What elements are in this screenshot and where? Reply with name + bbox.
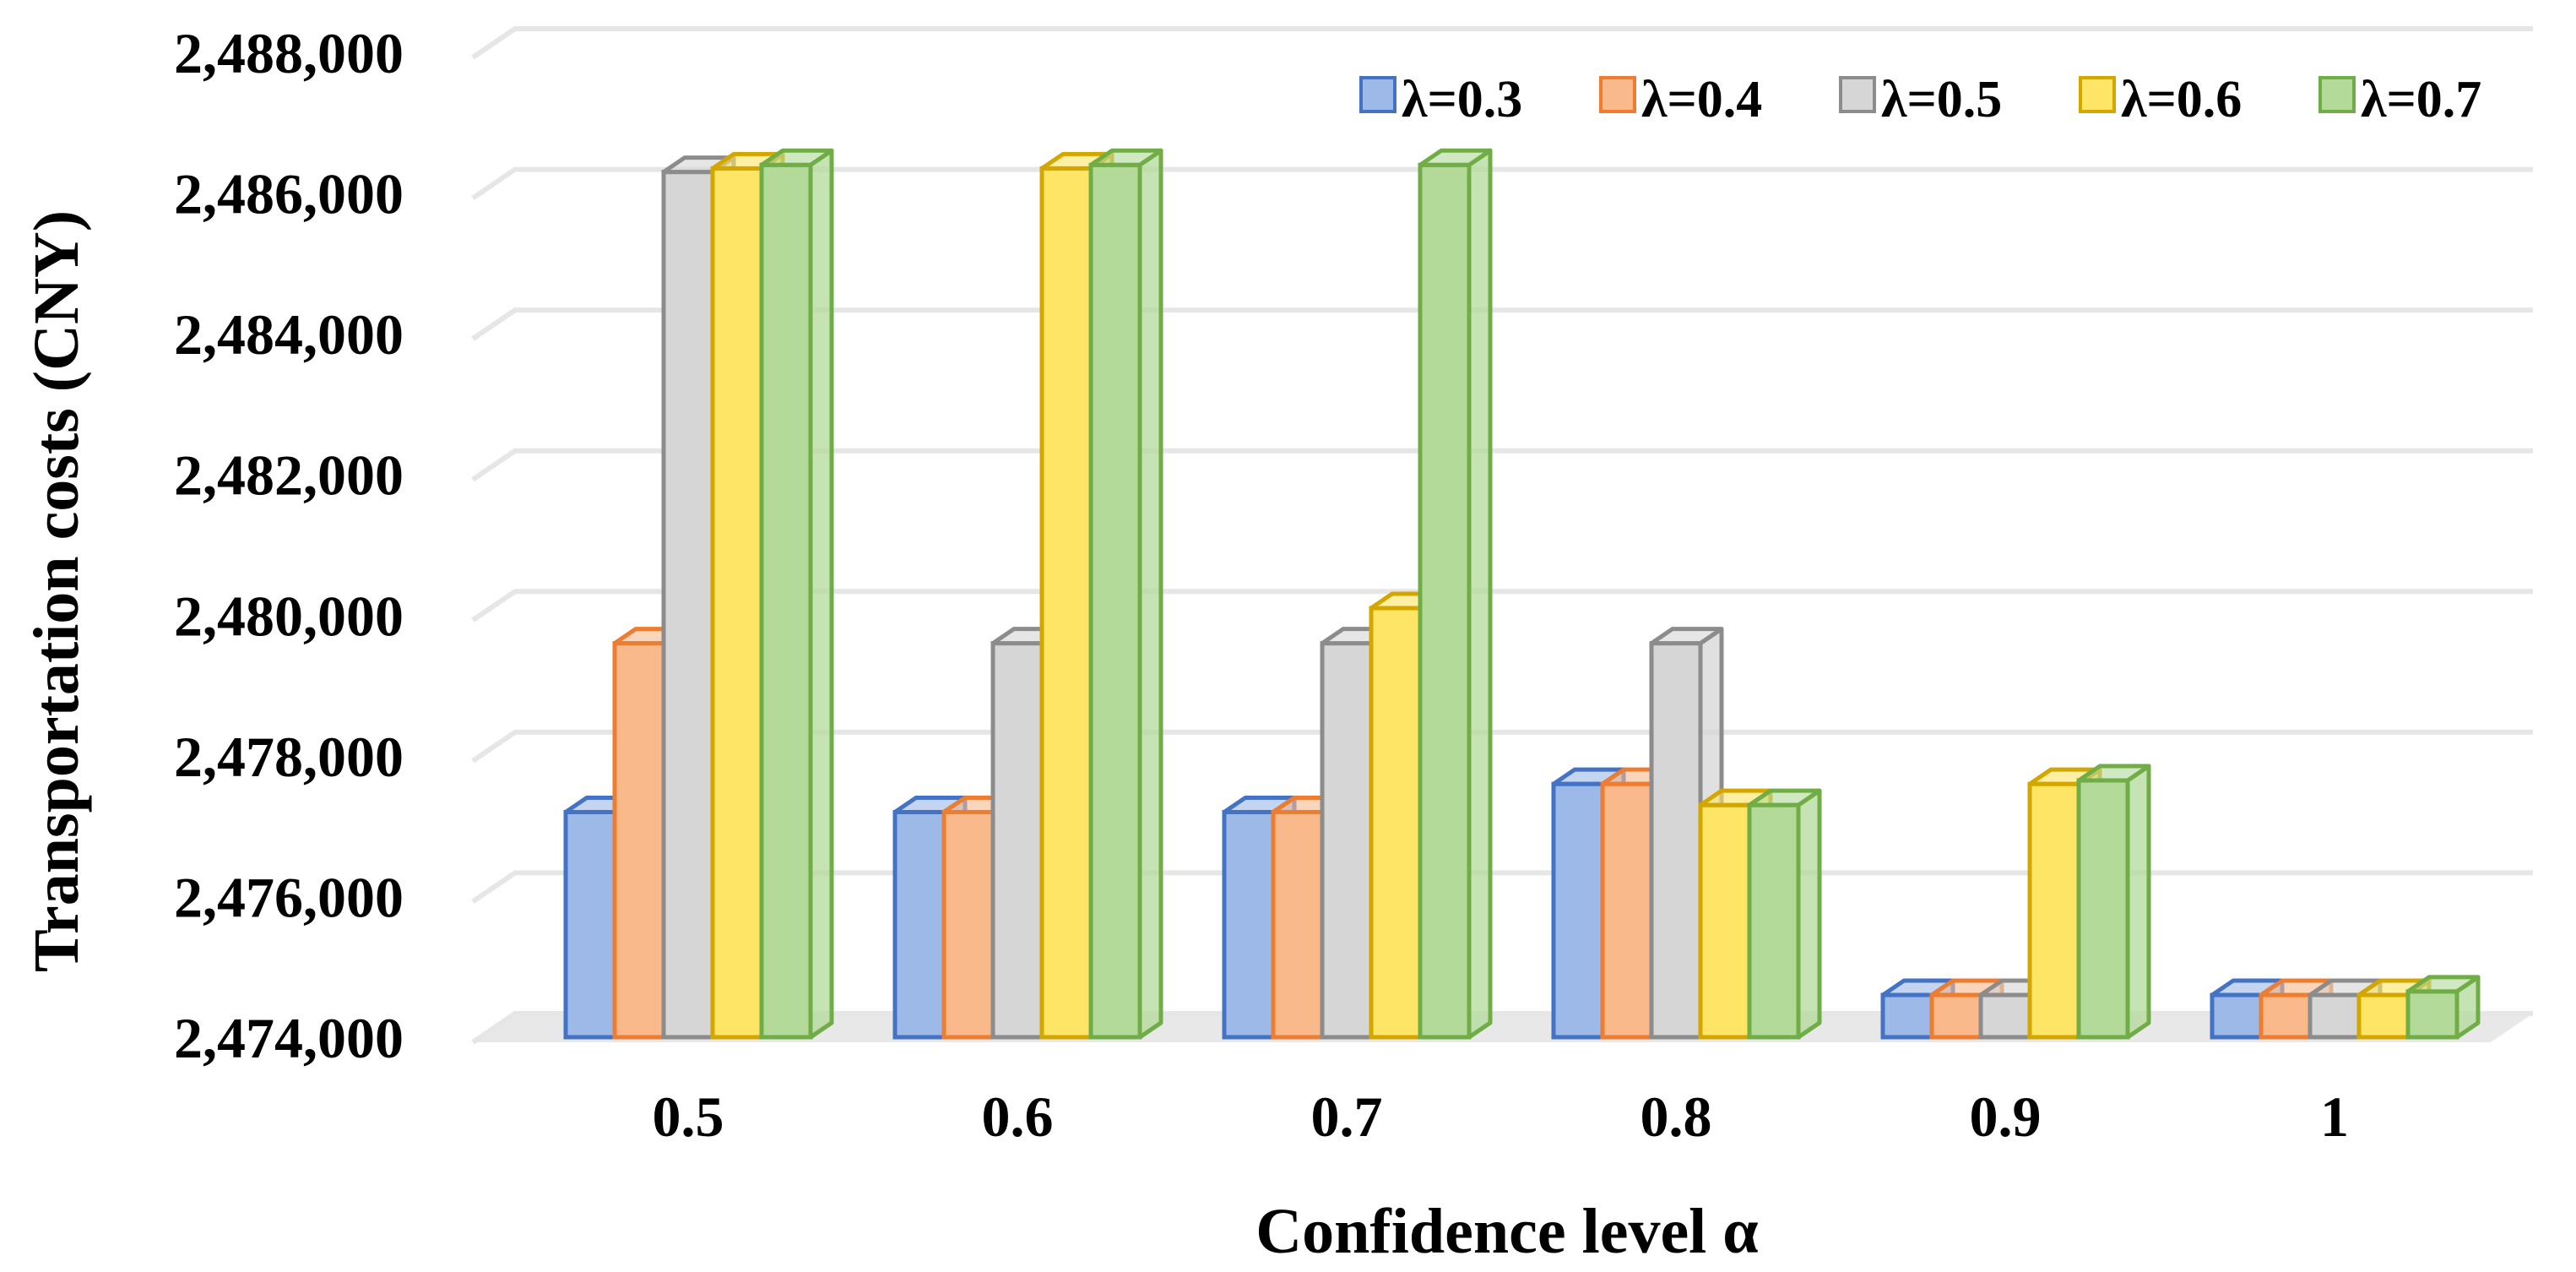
- y-tick-label: 2,486,000: [174, 162, 404, 226]
- y-tick-label: 2,484,000: [174, 302, 404, 367]
- bar: [1747, 788, 1822, 1040]
- x-tick-label: 0.7: [1311, 1084, 1383, 1149]
- x-axis-title: Confidence level α: [1255, 1196, 1758, 1267]
- x-tick-labels: 0.5 0.6 0.7 0.8 0.9 1: [653, 1084, 2350, 1149]
- x-tick-label: 0.5: [653, 1084, 724, 1149]
- legend-item: λ=0.6: [2079, 71, 2242, 128]
- legend-item: λ=0.3: [1359, 71, 1522, 128]
- bar: [1088, 148, 1163, 1040]
- legend-label: λ=0.4: [1641, 71, 1762, 128]
- legend-item: λ=0.4: [1599, 71, 1762, 128]
- gridline: [471, 1011, 2533, 1045]
- bar: [2076, 764, 2151, 1040]
- gridlines: [471, 26, 2533, 1045]
- bar-group: [2210, 975, 2481, 1040]
- x-tick-label: 0.8: [1641, 1084, 1712, 1149]
- legend-swatch: [2318, 76, 2356, 113]
- bar-group: [563, 148, 834, 1040]
- bar-group: [1551, 627, 1822, 1040]
- bar-group: [892, 148, 1163, 1040]
- bar-group: [1222, 148, 1493, 1040]
- x-tick-label: 1: [2320, 1084, 2349, 1149]
- bar: [1418, 148, 1493, 1040]
- x-tick-label: 0.9: [1970, 1084, 2042, 1149]
- y-tick-label: 2,478,000: [174, 725, 404, 789]
- x-tick-label: 0.6: [982, 1084, 1054, 1149]
- bar-group: [1880, 764, 2151, 1040]
- y-tick-label: 2,476,000: [174, 865, 404, 929]
- legend-swatch: [2079, 76, 2116, 113]
- legend-item: λ=0.7: [2318, 71, 2481, 128]
- legend-label: λ=0.5: [1881, 71, 2002, 128]
- y-tick-label: 2,482,000: [174, 443, 404, 508]
- y-tick-labels: 2,474,000 2,476,000 2,478,000 2,480,000 2,48…: [174, 21, 404, 1070]
- y-tick-label: 2,474,000: [174, 1006, 404, 1070]
- y-tick-label: 2,488,000: [174, 21, 404, 85]
- gridline: [471, 729, 2533, 764]
- y-axis-title: Transportation costs (CNY): [21, 210, 92, 972]
- gridline: [471, 589, 2533, 622]
- bar: [2405, 975, 2481, 1040]
- legend-item: λ=0.5: [1839, 71, 2002, 128]
- gridline: [471, 307, 2533, 341]
- gridline: [471, 26, 2533, 60]
- legend-label: λ=0.3: [1402, 71, 1522, 128]
- gridline: [471, 166, 2533, 201]
- bars: [563, 148, 2481, 1040]
- legend-swatch: [1599, 76, 1636, 113]
- gridline: [471, 448, 2533, 482]
- y-tick-label: 2,480,000: [174, 584, 404, 648]
- legend-swatch: [1839, 76, 1876, 113]
- legend-swatch: [1359, 76, 1396, 113]
- legend-label: λ=0.6: [2121, 71, 2242, 128]
- legend: λ=0.3 λ=0.4 λ=0.5 λ=0.6 λ=0.7: [1359, 71, 2481, 128]
- bar: [759, 148, 834, 1040]
- legend-label: λ=0.7: [2361, 71, 2481, 128]
- gridline: [471, 870, 2533, 904]
